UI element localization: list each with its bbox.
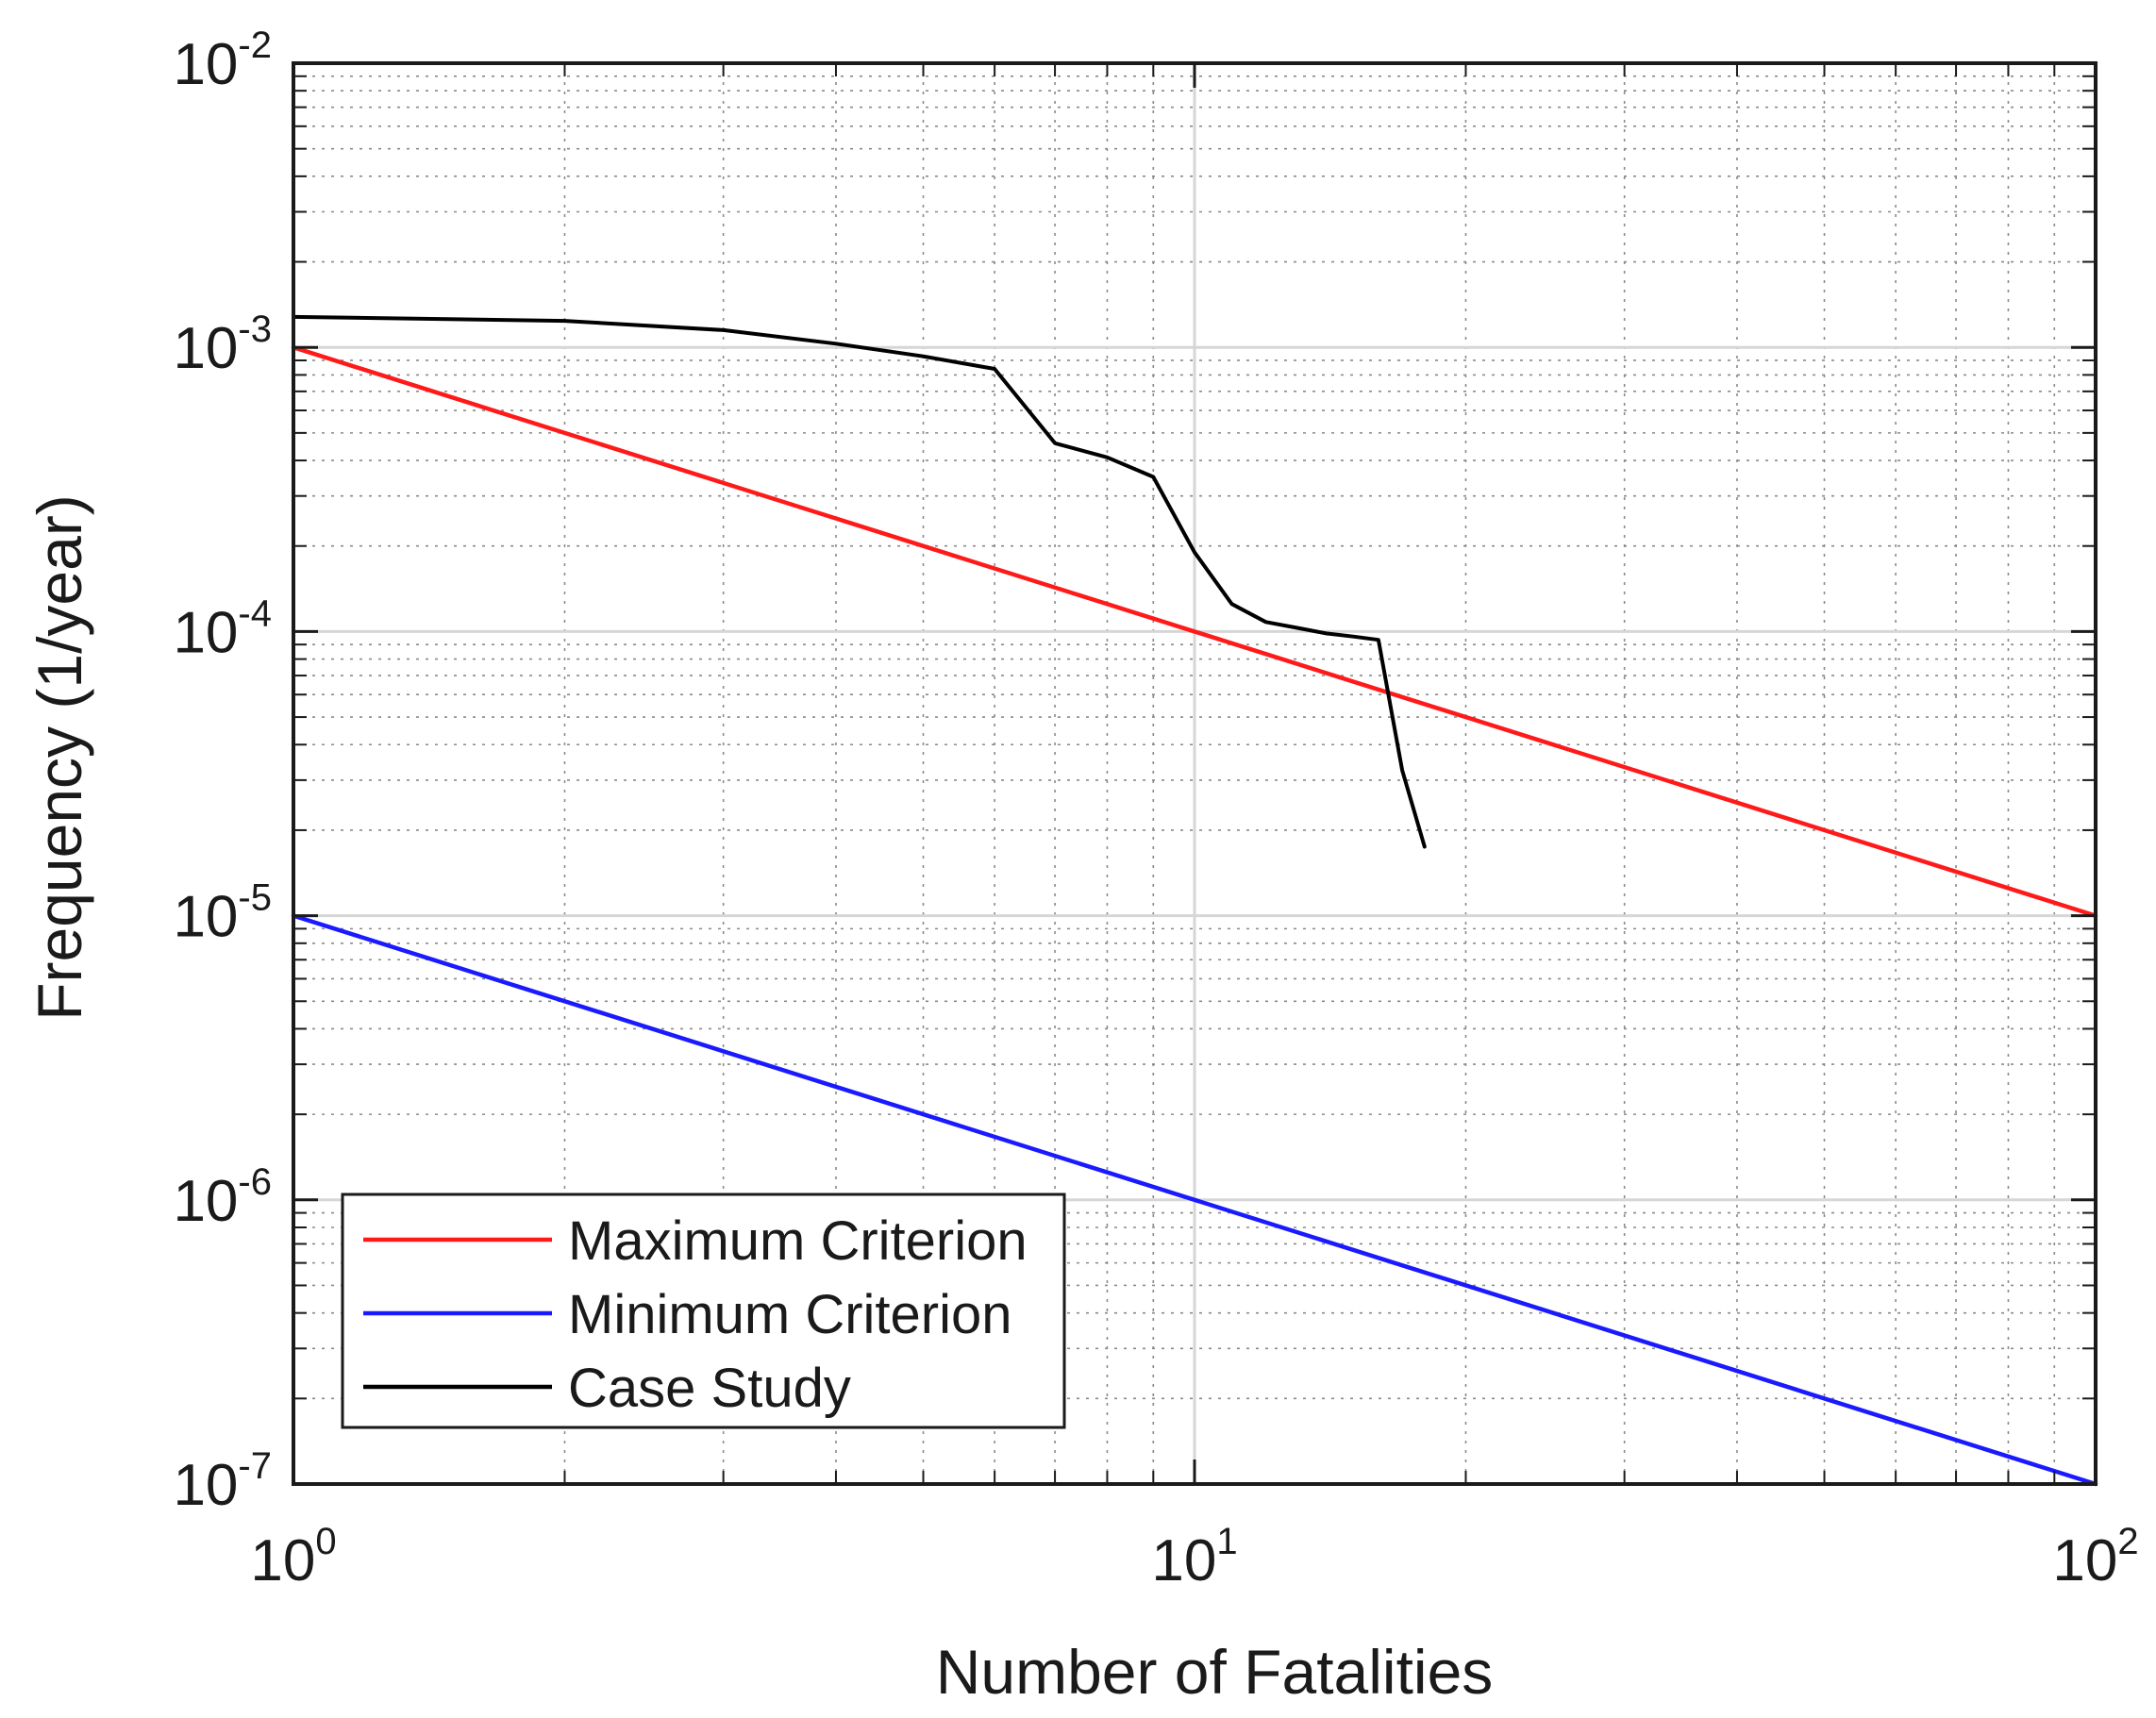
y-tick-base: 10 [173, 1453, 238, 1518]
legend-label-maximum-criterion: Maximum Criterion [568, 1210, 1028, 1272]
y-tick-exponent: -4 [238, 592, 272, 634]
y-tick-base: 10 [173, 885, 238, 950]
series-layer [291, 314, 2098, 1487]
y-tick-label: 10-6 [173, 1161, 272, 1234]
x-axis-label: Number of Fatalities [936, 1637, 1494, 1707]
x-tick-exponent: 2 [2117, 1521, 2138, 1562]
y-tick-base: 10 [173, 316, 238, 381]
y-tick-exponent: -7 [238, 1445, 272, 1487]
x-tick-exponent: 1 [1216, 1521, 1237, 1562]
x-tick-label: 101 [1151, 1521, 1237, 1593]
series-line-minimum-criterion [291, 913, 2098, 1487]
y-tick-exponent: -3 [238, 309, 272, 350]
series-line-case-study [292, 314, 1427, 849]
x-tick-base: 10 [2052, 1528, 2117, 1593]
x-tick-labels: 100 101 102 [250, 1521, 2138, 1593]
y-axis-label: Frequency (1/year) [25, 494, 94, 1021]
y-tick-label: 10-2 [173, 25, 272, 97]
x-tick-base: 10 [250, 1528, 315, 1593]
y-tick-exponent: -6 [238, 1161, 272, 1203]
y-tick-label: 10-4 [173, 592, 272, 665]
y-tick-labels: 10-710-610-510-410-310-2 [173, 25, 272, 1518]
x-tick-exponent: 0 [315, 1521, 336, 1562]
legend-label-case-study: Case Study [568, 1358, 851, 1419]
y-tick-label: 10-3 [173, 309, 272, 381]
x-tick-label: 102 [2052, 1521, 2138, 1593]
minor-grid [293, 63, 2096, 1484]
tick-marks [292, 61, 2098, 1486]
x-tick-label: 100 [250, 1521, 336, 1593]
series-line-maximum-criterion [291, 344, 2098, 918]
y-tick-base: 10 [173, 32, 238, 97]
legend-label-minimum-criterion: Minimum Criterion [568, 1284, 1012, 1345]
y-tick-exponent: -2 [238, 25, 272, 66]
y-tick-base: 10 [173, 600, 238, 665]
y-tick-label: 10-7 [173, 1445, 272, 1518]
y-tick-label: 10-5 [173, 877, 272, 950]
x-tick-base: 10 [1151, 1528, 1216, 1593]
y-tick-base: 10 [173, 1169, 238, 1234]
y-tick-exponent: -5 [238, 877, 272, 919]
legend: Maximum Criterion Minimum Criterion Case S… [341, 1193, 1066, 1429]
